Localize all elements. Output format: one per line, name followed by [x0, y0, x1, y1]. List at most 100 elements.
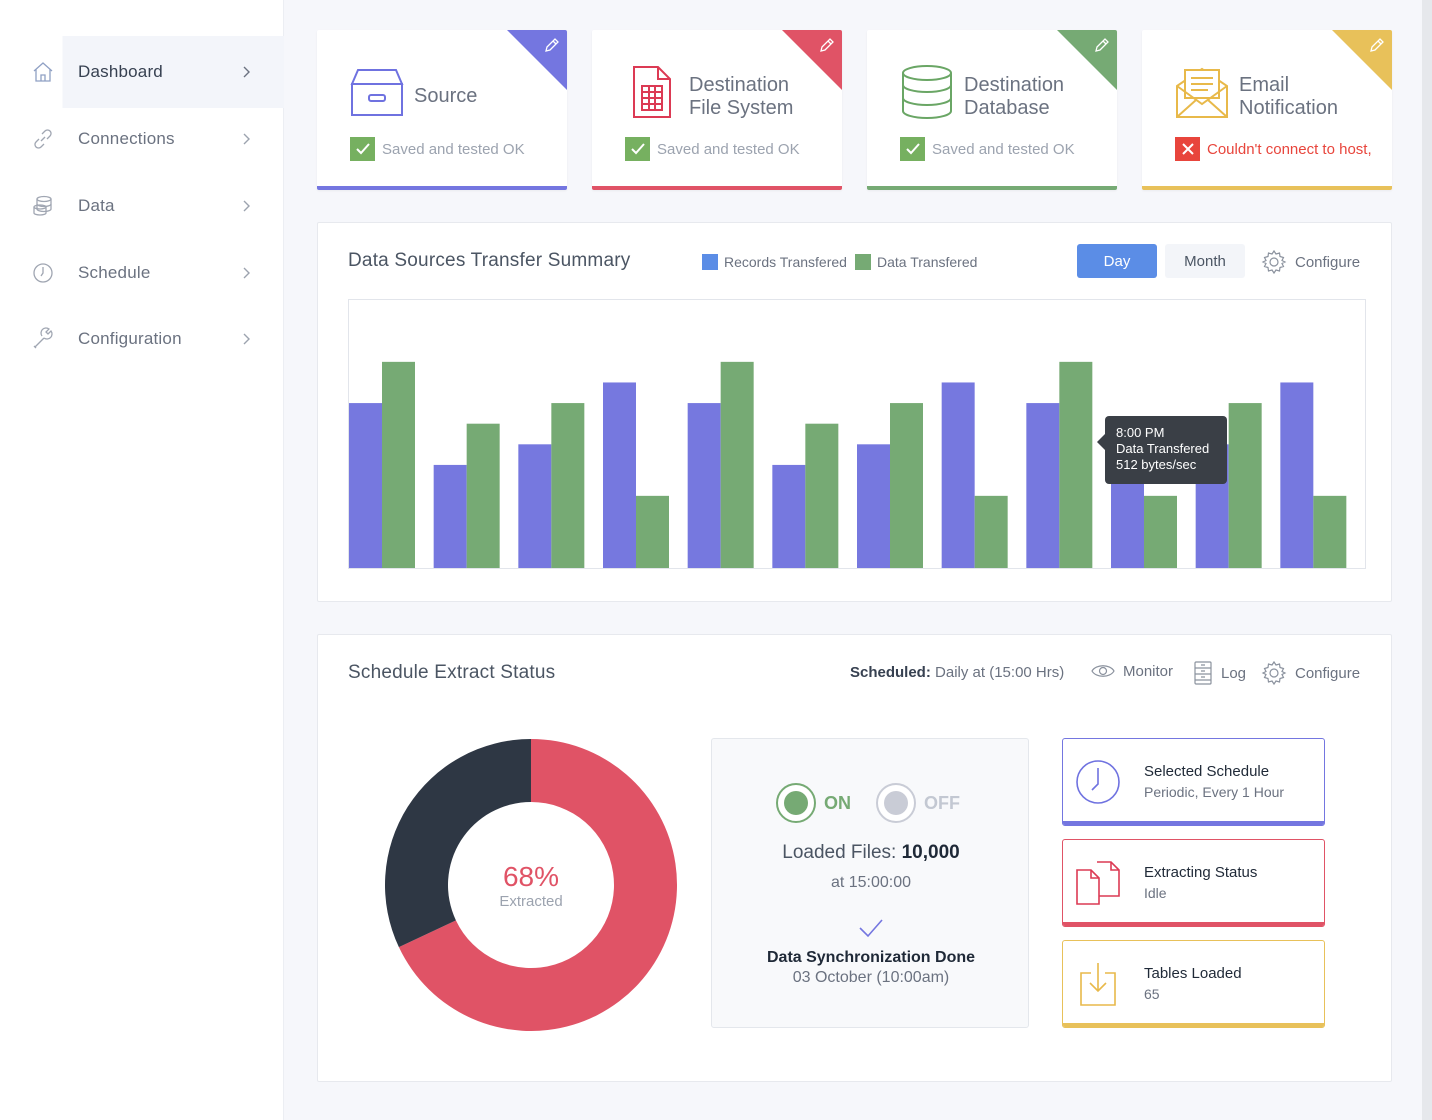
bar-records-2[interactable]: [433, 464, 467, 568]
bar-data-10[interactable]: [1144, 495, 1177, 568]
off-toggle[interactable]: OFF: [876, 783, 960, 823]
bar-data-5[interactable]: [720, 361, 754, 568]
sidebar-item-configuration[interactable]: Configuration: [0, 303, 284, 375]
sidebar-item-dashboard[interactable]: Dashboard: [0, 36, 284, 108]
on-toggle[interactable]: ON: [776, 783, 851, 823]
bar-records-3[interactable]: [518, 444, 552, 568]
bar-data-1[interactable]: [382, 361, 415, 568]
radio-dot: [784, 791, 808, 815]
card-status: Saved and tested OK: [900, 137, 1075, 161]
radio-ring: [776, 783, 816, 823]
configure-label: Configure: [1295, 253, 1361, 271]
sync-done-text: Data Synchronization Done: [766, 949, 976, 966]
pencil-icon[interactable]: [543, 36, 561, 54]
scheduled-value: Daily at (15:00 Hrs): [935, 664, 1065, 681]
bar-records-8[interactable]: [941, 382, 975, 568]
gear-icon: [1261, 249, 1287, 275]
link-icon: [34, 129, 52, 149]
bar-records-9[interactable]: [1026, 403, 1060, 568]
card-title-line2: Notification: [1239, 97, 1338, 119]
database-stack-icon: [902, 65, 952, 119]
on-label: ON: [824, 792, 851, 813]
destination-file-system-card[interactable]: Destination File System Saved and tested…: [592, 30, 842, 190]
transfer-summary-panel: Data Sources Transfer Summary Records Tr…: [317, 222, 1392, 602]
bar-data-8[interactable]: [974, 495, 1008, 568]
email-envelope-icon: [1176, 67, 1228, 118]
status-text: Saved and tested OK: [657, 140, 800, 158]
bar-data-9[interactable]: [1059, 361, 1093, 568]
card-corner: [1057, 30, 1117, 90]
bar-data-4[interactable]: [636, 495, 669, 568]
log-link[interactable]: Log: [1193, 661, 1246, 685]
bar-data-11[interactable]: [1228, 403, 1262, 568]
scrollbar[interactable]: [1422, 0, 1432, 1120]
info-accent-bar: [1063, 821, 1324, 825]
pencil-icon[interactable]: [1368, 36, 1386, 54]
info-title: Tables Loaded: [1144, 965, 1242, 982]
radio-ring: [876, 783, 916, 823]
legend-label: Data Transfered: [877, 254, 978, 270]
configure-link[interactable]: Configure: [1261, 249, 1360, 275]
sidebar-item-label: Connections: [78, 129, 175, 148]
wrench-icon: [33, 327, 53, 349]
bar-data-12[interactable]: [1313, 495, 1347, 568]
day-button[interactable]: Day: [1077, 244, 1157, 278]
bar-records-1[interactable]: [349, 403, 382, 568]
month-button[interactable]: Month: [1165, 244, 1245, 278]
log-label: Log: [1221, 664, 1247, 682]
bar-data-7[interactable]: [890, 403, 923, 568]
source-card[interactable]: Source Saved and tested OK: [317, 30, 567, 190]
card-status: Saved and tested OK: [350, 137, 525, 161]
selected-schedule-card[interactable]: Selected Schedule Periodic, Every 1 Hour: [1062, 738, 1325, 826]
donut-center: 68% Extracted: [385, 739, 677, 1031]
sync-status-box: ON OFF Loaded Files: 10,000 at 15:00:00 …: [711, 738, 1029, 1028]
bar-records-4[interactable]: [603, 382, 636, 568]
legend-item-data: Data Transfered: [855, 254, 977, 270]
card-title: Source: [414, 85, 478, 107]
tooltip-time: 8:00 PM: [1116, 425, 1165, 440]
radio-dot: [884, 791, 908, 815]
bar-data-6[interactable]: [805, 423, 839, 568]
card-accent-bar: [867, 186, 1117, 190]
info-title: Selected Schedule: [1144, 763, 1270, 780]
extracted-donut-chart: 68% Extracted: [385, 739, 677, 1031]
chevron-right-icon: [243, 66, 250, 78]
legend-label: Records Transfered: [724, 254, 847, 270]
pencil-icon[interactable]: [818, 36, 836, 54]
bar-records-12[interactable]: [1280, 382, 1314, 568]
extracting-status-card[interactable]: Extracting Status Idle: [1062, 839, 1325, 927]
card-title: Destination: [689, 74, 790, 96]
loaded-files-label: Loaded Files:: [782, 842, 897, 863]
info-title: Extracting Status: [1144, 864, 1258, 881]
card-title-line2: File System: [689, 97, 794, 119]
bar-records-6[interactable]: [772, 464, 806, 568]
bar-chart-svg: [349, 361, 1347, 568]
sidebar-item-label: Configuration: [78, 329, 182, 348]
monitor-label: Monitor: [1123, 662, 1174, 680]
card-status: Saved and tested OK: [625, 137, 800, 161]
email-notification-card[interactable]: Email Notification Couldn't connect to h…: [1142, 30, 1392, 190]
sidebar-item-data[interactable]: Data: [0, 170, 284, 242]
card-title: Email: [1239, 74, 1290, 96]
pencil-icon[interactable]: [1093, 36, 1111, 54]
sidebar-item-schedule[interactable]: Schedule: [0, 237, 284, 309]
tables-loaded-card[interactable]: Tables Loaded 65: [1062, 940, 1325, 1028]
card-title: Destination: [964, 74, 1065, 96]
card-accent-bar: [317, 186, 567, 190]
bar-records-7[interactable]: [857, 444, 890, 568]
card-accent-bar: [592, 186, 842, 190]
bar-data-2[interactable]: [466, 423, 500, 568]
info-value: Idle: [1144, 885, 1167, 901]
scheduled-label: Scheduled:: [850, 664, 931, 681]
check-icon: [350, 137, 375, 161]
sidebar-item-connections[interactable]: Connections: [0, 103, 284, 175]
bar-data-3[interactable]: [551, 403, 585, 568]
bar-records-5[interactable]: [687, 403, 721, 568]
chevron-right-icon: [243, 333, 250, 345]
files-icon: [1076, 861, 1120, 905]
archive-box-icon: [350, 69, 404, 116]
destination-database-card[interactable]: Destination Database Saved and tested OK: [867, 30, 1117, 190]
monitor-link[interactable]: Monitor: [1091, 662, 1173, 680]
configure-link[interactable]: Configure: [1261, 660, 1360, 686]
sidebar: Dashboard Connections Data Schedule Conf…: [0, 0, 284, 1120]
